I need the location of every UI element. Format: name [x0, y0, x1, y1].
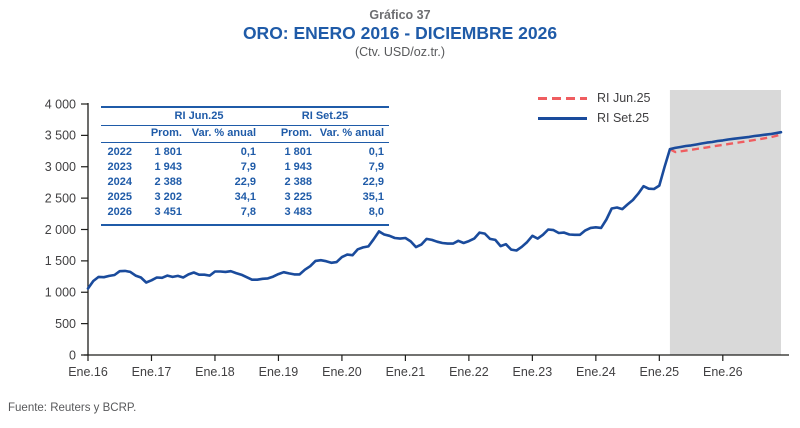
source-note: Fuente: Reuters y BCRP.: [8, 402, 137, 414]
table-subheader-row: Prom. Var. % anual Prom. Var. % anual: [101, 125, 389, 143]
table-row: 2026 3 451 7,8 3 483 8,0: [107, 206, 384, 218]
chart-header: Gráfico 37 ORO: ENERO 2016 - DICIEMBRE 2…: [0, 7, 800, 60]
table-row: 2022 1 801 0,1 1 801 0,1: [107, 146, 384, 158]
table-row: 2024 2 388 22,9 2 388 22,9: [107, 176, 384, 188]
x-tick-label: Ene.16: [68, 365, 108, 379]
x-tick-label: Ene.23: [513, 365, 553, 379]
x-tick-label: Ene.20: [322, 365, 362, 379]
x-tick-label: Ene.24: [576, 365, 616, 379]
table-row: 2023 1 943 7,9 1 943 7,9: [107, 161, 384, 173]
y-tick-label: 500: [55, 317, 76, 331]
legend-item-ri-jun25: RI Jun.25: [538, 88, 651, 108]
y-tick-label: 2 000: [45, 223, 76, 237]
y-tick-label: 1 000: [45, 286, 76, 300]
solid-blue-line-swatch: [538, 116, 587, 120]
x-tick-label: Ene.18: [195, 365, 235, 379]
chart-legend: RI Jun.25 RI Set.25: [538, 88, 651, 128]
legend-label-ri-set25: RI Set.25: [597, 111, 650, 125]
forecast-band: [669, 90, 781, 355]
col-header-var-jun: Var. % anual: [187, 125, 261, 143]
x-tick-label: Ene.25: [640, 365, 680, 379]
y-tick-label: 1 500: [45, 254, 76, 268]
series-line-ri-jun25: [669, 133, 782, 154]
y-tick-label: 3 000: [45, 160, 76, 174]
dashed-red-line-swatch: [538, 96, 587, 100]
x-tick-label: Ene.26: [703, 365, 743, 379]
projection-table: RI Jun.25 RI Set.25 Prom. Var. % anual P…: [101, 106, 389, 226]
col-header-var-set: Var. % anual: [317, 125, 389, 143]
y-tick-label: 0: [69, 348, 76, 362]
x-tick-label: Ene.21: [386, 365, 426, 379]
y-tick-label: 2 500: [45, 191, 76, 205]
table-row: 2025 3 202 34,1 3 225 35,1: [107, 191, 384, 203]
col-header-prom-set: Prom.: [261, 125, 317, 143]
figure-label: Gráfico 37: [369, 8, 431, 22]
group-header-ri-set25: RI Set.25: [261, 107, 389, 126]
chart-subtitle: (Ctv. USD/oz.tr.): [354, 45, 446, 59]
col-header-prom-jun: Prom.: [137, 125, 187, 143]
legend-item-ri-set25: RI Set.25: [538, 108, 651, 128]
x-tick-label: Ene.19: [259, 365, 299, 379]
series-line-ri-set25: [86, 130, 783, 290]
group-header-ri-jun25: RI Jun.25: [137, 107, 261, 126]
legend-label-ri-jun25: RI Jun.25: [597, 91, 651, 105]
table-group-header-row: RI Jun.25 RI Set.25: [101, 107, 389, 126]
x-tick-label: Ene.22: [449, 365, 489, 379]
chart-title: ORO: ENERO 2016 - DICIEMBRE 2026: [242, 23, 558, 43]
y-tick-label: 3 500: [45, 129, 76, 143]
y-tick-label: 4 000: [45, 97, 76, 111]
x-tick-label: Ene.17: [132, 365, 172, 379]
